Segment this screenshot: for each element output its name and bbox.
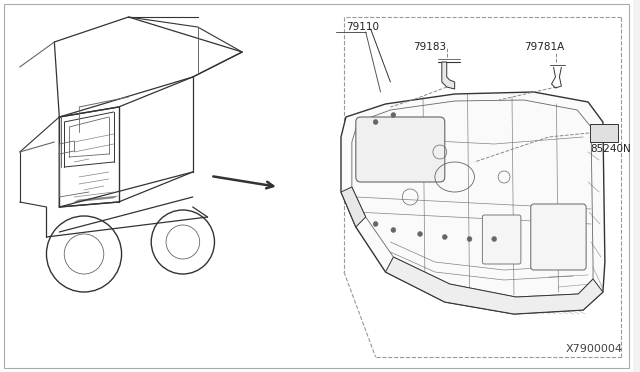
Circle shape: [391, 228, 396, 232]
Circle shape: [492, 237, 497, 241]
Polygon shape: [341, 187, 365, 227]
Circle shape: [373, 221, 378, 227]
Bar: [590, 124, 618, 142]
Circle shape: [417, 231, 422, 237]
Circle shape: [391, 112, 396, 118]
Polygon shape: [341, 92, 605, 314]
Circle shape: [373, 119, 378, 125]
Text: 79110: 79110: [346, 22, 379, 32]
FancyBboxPatch shape: [483, 215, 521, 264]
FancyBboxPatch shape: [531, 204, 586, 270]
Circle shape: [467, 237, 472, 241]
Text: 79183: 79183: [413, 42, 447, 52]
Polygon shape: [442, 62, 454, 89]
Text: X7900004: X7900004: [566, 344, 623, 354]
Text: 79781A: 79781A: [525, 42, 564, 52]
FancyBboxPatch shape: [356, 117, 445, 182]
Polygon shape: [385, 257, 603, 314]
Circle shape: [442, 234, 447, 240]
Text: 85240N: 85240N: [590, 144, 631, 154]
